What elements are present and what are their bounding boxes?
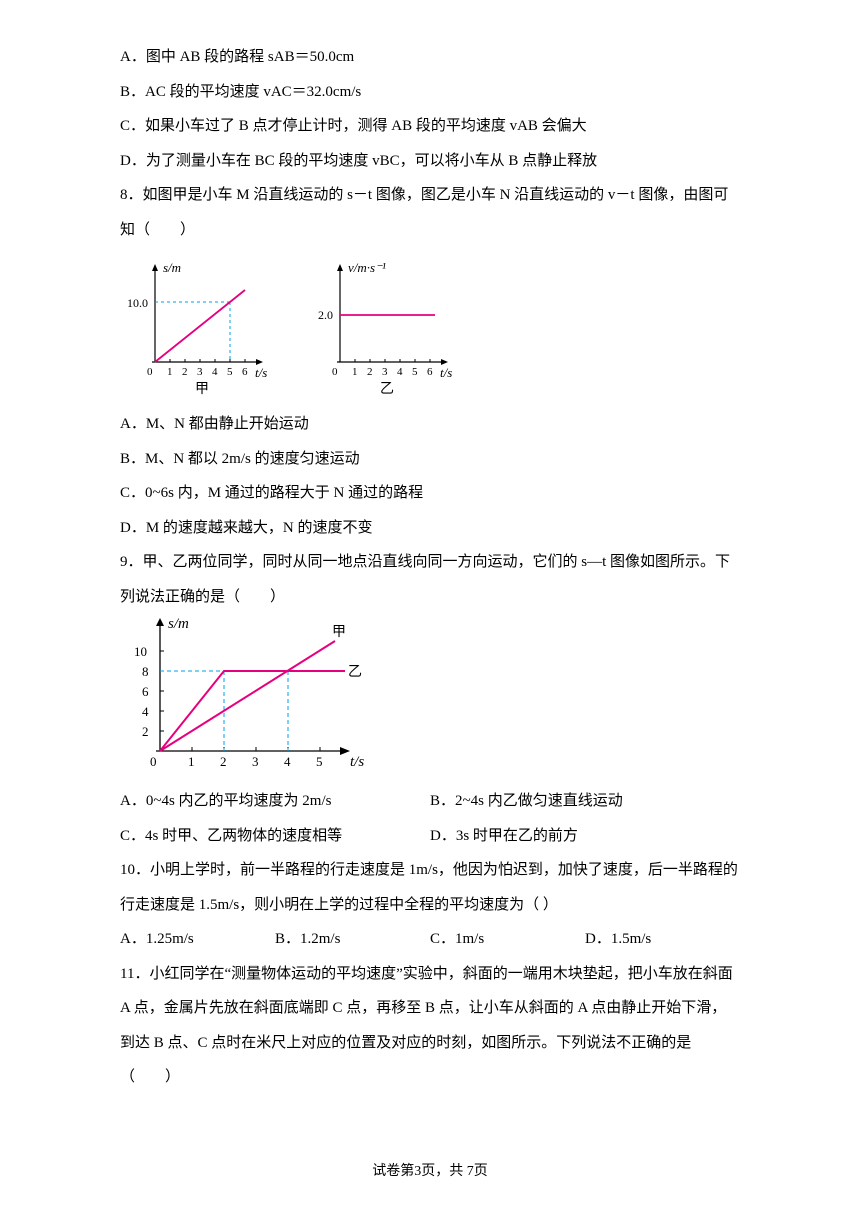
svg-text:2: 2 [142,724,149,739]
svg-text:3: 3 [197,366,203,378]
chart-yi-caption: 乙 [380,381,394,397]
q10-option-c: C．1m/s [430,922,585,957]
chart-jia: s/m 10.0 0 1 2 3 4 5 6 [120,257,280,397]
q10-options: A．1.25m/s B．1.2m/s C．1m/s D．1.5m/s [120,922,740,957]
svg-text:4: 4 [212,366,218,378]
chart-jia-ylabel: s/m [163,260,181,275]
svg-text:10: 10 [134,644,147,659]
chart-yi-ylabel: v/m·s⁻¹ [348,260,386,275]
q10-option-a: A．1.25m/s [120,922,275,957]
q11-stem: 11．小红同学在“测量物体运动的平均速度”实验中，斜面的一端用木块垫起，把小车放… [120,957,740,1095]
svg-text:1: 1 [352,366,358,378]
q8-option-c: C．0~6s 内，M 通过的路程大于 N 通过的路程 [120,476,740,511]
q7-option-b: B．AC 段的平均速度 vAC＝32.0cm/s [120,75,740,110]
svg-text:5: 5 [227,366,233,378]
svg-text:1: 1 [188,754,195,769]
q9-options-row1: A．0~4s 内乙的平均速度为 2m/s B．2~4s 内乙做匀速直线运动 [120,784,740,819]
svg-text:4: 4 [142,704,149,719]
q9-option-d: D．3s 时甲在乙的前方 [430,819,740,854]
svg-text:3: 3 [382,366,388,378]
q9-stem: 9．甲、乙两位同学，同时从同一地点沿直线向同一方向运动，它们的 s—t 图像如图… [120,545,740,614]
svg-text:2: 2 [182,366,188,378]
svg-text:6: 6 [242,366,248,378]
q10-option-d: D．1.5m/s [585,922,740,957]
chart-yi-ymark: 2.0 [318,308,333,322]
svg-text:2: 2 [220,754,227,769]
q8-option-a: A．M、N 都由静止开始运动 [120,407,740,442]
svg-text:1: 1 [167,366,173,378]
q7-option-a: A．图中 AB 段的路程 sAB＝50.0cm [120,40,740,75]
svg-text:0: 0 [150,754,157,769]
svg-text:3: 3 [252,754,259,769]
q7-option-d: D．为了测量小车在 BC 段的平均速度 vBC，可以将小车从 B 点静止释放 [120,144,740,179]
chart-yi-xlabel: t/s [440,365,452,380]
q9-chart: s/m t/s 2 4 6 8 10 0 1 2 3 4 5 [120,614,370,784]
q9-option-b: B．2~4s 内乙做匀速直线运动 [430,784,740,819]
q8-option-b: B．M、N 都以 2m/s 的速度匀速运动 [120,442,740,477]
svg-text:4: 4 [284,754,291,769]
q9-options-row2: C．4s 时甲、乙两物体的速度相等 D．3s 时甲在乙的前方 [120,819,740,854]
svg-text:8: 8 [142,664,149,679]
svg-text:6: 6 [142,684,149,699]
q8-charts: s/m 10.0 0 1 2 3 4 5 6 [120,257,740,397]
chart-jia-caption: 甲 [195,382,209,397]
svg-text:6: 6 [427,366,433,378]
q10-option-b: B．1.2m/s [275,922,430,957]
q9-label-yi: 乙 [348,664,362,680]
chart-yi: v/m·s⁻¹ 2.0 0 1 2 3 4 5 6 t/s 乙 [310,257,470,397]
svg-text:5: 5 [316,754,323,769]
svg-text:2: 2 [367,366,373,378]
page-footer: 试卷第3页，共 7页 [0,1156,860,1188]
q9-option-c: C．4s 时甲、乙两物体的速度相等 [120,819,430,854]
svg-text:0: 0 [332,366,338,378]
q9-option-a: A．0~4s 内乙的平均速度为 2m/s [120,784,430,819]
q9-xlabel: t/s [350,754,364,770]
q9-ylabel: s/m [168,616,189,632]
svg-text:4: 4 [397,366,403,378]
q8-option-d: D．M 的速度越来越大，N 的速度不变 [120,511,740,546]
q9-label-jia: 甲 [332,625,346,640]
q10-stem: 10．小明上学时，前一半路程的行走速度是 1m/s，他因为怕迟到，加快了速度，后… [120,853,740,922]
svg-text:0: 0 [147,366,153,378]
svg-text:5: 5 [412,366,418,378]
q8-stem: 8．如图甲是小车 M 沿直线运动的 s－t 图像，图乙是小车 N 沿直线运动的 … [120,178,740,247]
chart-jia-ymark: 10.0 [127,296,148,310]
q7-option-c: C．如果小车过了 B 点才停止计时，测得 AB 段的平均速度 vAB 会偏大 [120,109,740,144]
chart-jia-xlabel: t/s [255,365,267,380]
